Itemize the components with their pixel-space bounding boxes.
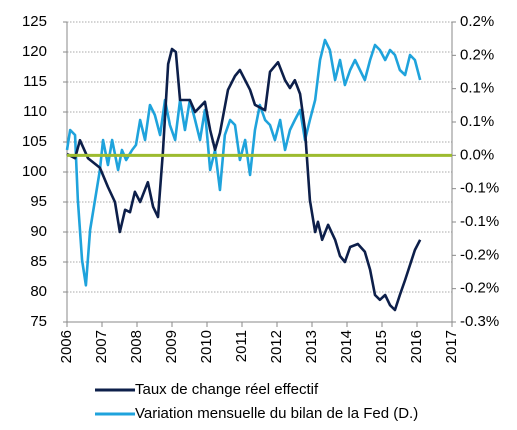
x-tick-label: 2012 (268, 330, 285, 363)
y2-tick-label: 0.1% (460, 80, 494, 97)
legend-label: Taux de change réel effectif (135, 381, 319, 398)
x-tick-label: 2008 (128, 330, 145, 363)
x-tick-label: 2010 (198, 330, 215, 363)
x-tick-label: 2013 (303, 330, 320, 363)
y-tick-label: 80 (30, 283, 47, 300)
x-tick-label: 2017 (443, 330, 460, 363)
y-tick-label: 115 (23, 73, 47, 90)
y2-tick-label: 0.2% (460, 13, 494, 30)
y-tick-label: 100 (22, 163, 47, 180)
y2-tick-label: 0.2% (460, 46, 494, 63)
y-tick-label: 125 (22, 13, 47, 30)
x-tick-label: 2009 (163, 330, 180, 363)
y2-tick-label: 0.0% (460, 146, 494, 163)
y2-tick-label: -0.2% (460, 280, 499, 297)
y-tick-label: 110 (23, 103, 47, 120)
y2-tick-label: -0.1% (460, 213, 499, 230)
x-tick-label: 2015 (373, 330, 390, 363)
y-tick-label: 90 (30, 223, 47, 240)
y-tick-label: 105 (22, 133, 47, 150)
series-line (65, 38, 422, 287)
legend-label: Variation mensuelle du bilan de la Fed (… (135, 405, 418, 422)
x-tick-label: 2006 (58, 330, 75, 363)
x-tick-label: 2014 (338, 330, 355, 363)
x-tick-label: 2011 (233, 330, 250, 362)
y-tick-label: 85 (30, 253, 47, 270)
y2-tick-label: -0.2% (460, 246, 499, 263)
y-tick-label: 95 (30, 193, 47, 210)
y-tick-label: 120 (22, 43, 47, 60)
y2-tick-label: -0.3% (460, 313, 499, 330)
x-tick-label: 2007 (93, 330, 110, 363)
y2-tick-label: 0.1% (460, 113, 494, 130)
x-tick-label: 2016 (408, 330, 425, 363)
series-line (66, 47, 422, 312)
y2-tick-label: -0.1% (460, 180, 499, 197)
y-tick-label: 75 (30, 313, 47, 330)
